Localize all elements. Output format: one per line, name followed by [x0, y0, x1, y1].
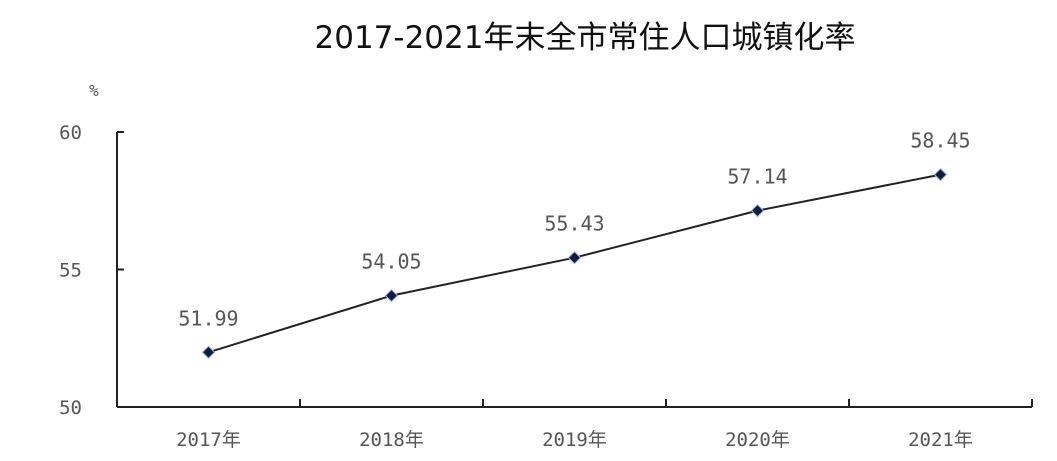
data-point	[567, 250, 582, 265]
data-label: 51.99	[178, 306, 238, 330]
data-label: 57.14	[727, 165, 787, 189]
x-tick-label: 2017年	[176, 429, 241, 451]
x-tick-label: 2018年	[359, 429, 424, 451]
data-point	[201, 345, 216, 359]
data-point	[933, 167, 948, 182]
data-label: 58.45	[910, 129, 970, 153]
data-point	[384, 288, 399, 303]
data-label: 54.05	[361, 250, 421, 274]
x-tick-label: 2020年	[725, 429, 790, 451]
data-label: 55.43	[544, 212, 604, 236]
y-tick-label: 60	[59, 122, 82, 144]
y-tick-label: 50	[59, 397, 82, 419]
data-point	[750, 203, 765, 218]
y-axis-unit: %	[89, 81, 99, 100]
x-tick-label: 2021年	[908, 429, 973, 451]
x-tick-label: 2019年	[542, 429, 607, 451]
y-tick-label: 55	[59, 260, 82, 282]
chart-title: 2017-2021年末全市常住人口城镇化率	[314, 20, 856, 56]
